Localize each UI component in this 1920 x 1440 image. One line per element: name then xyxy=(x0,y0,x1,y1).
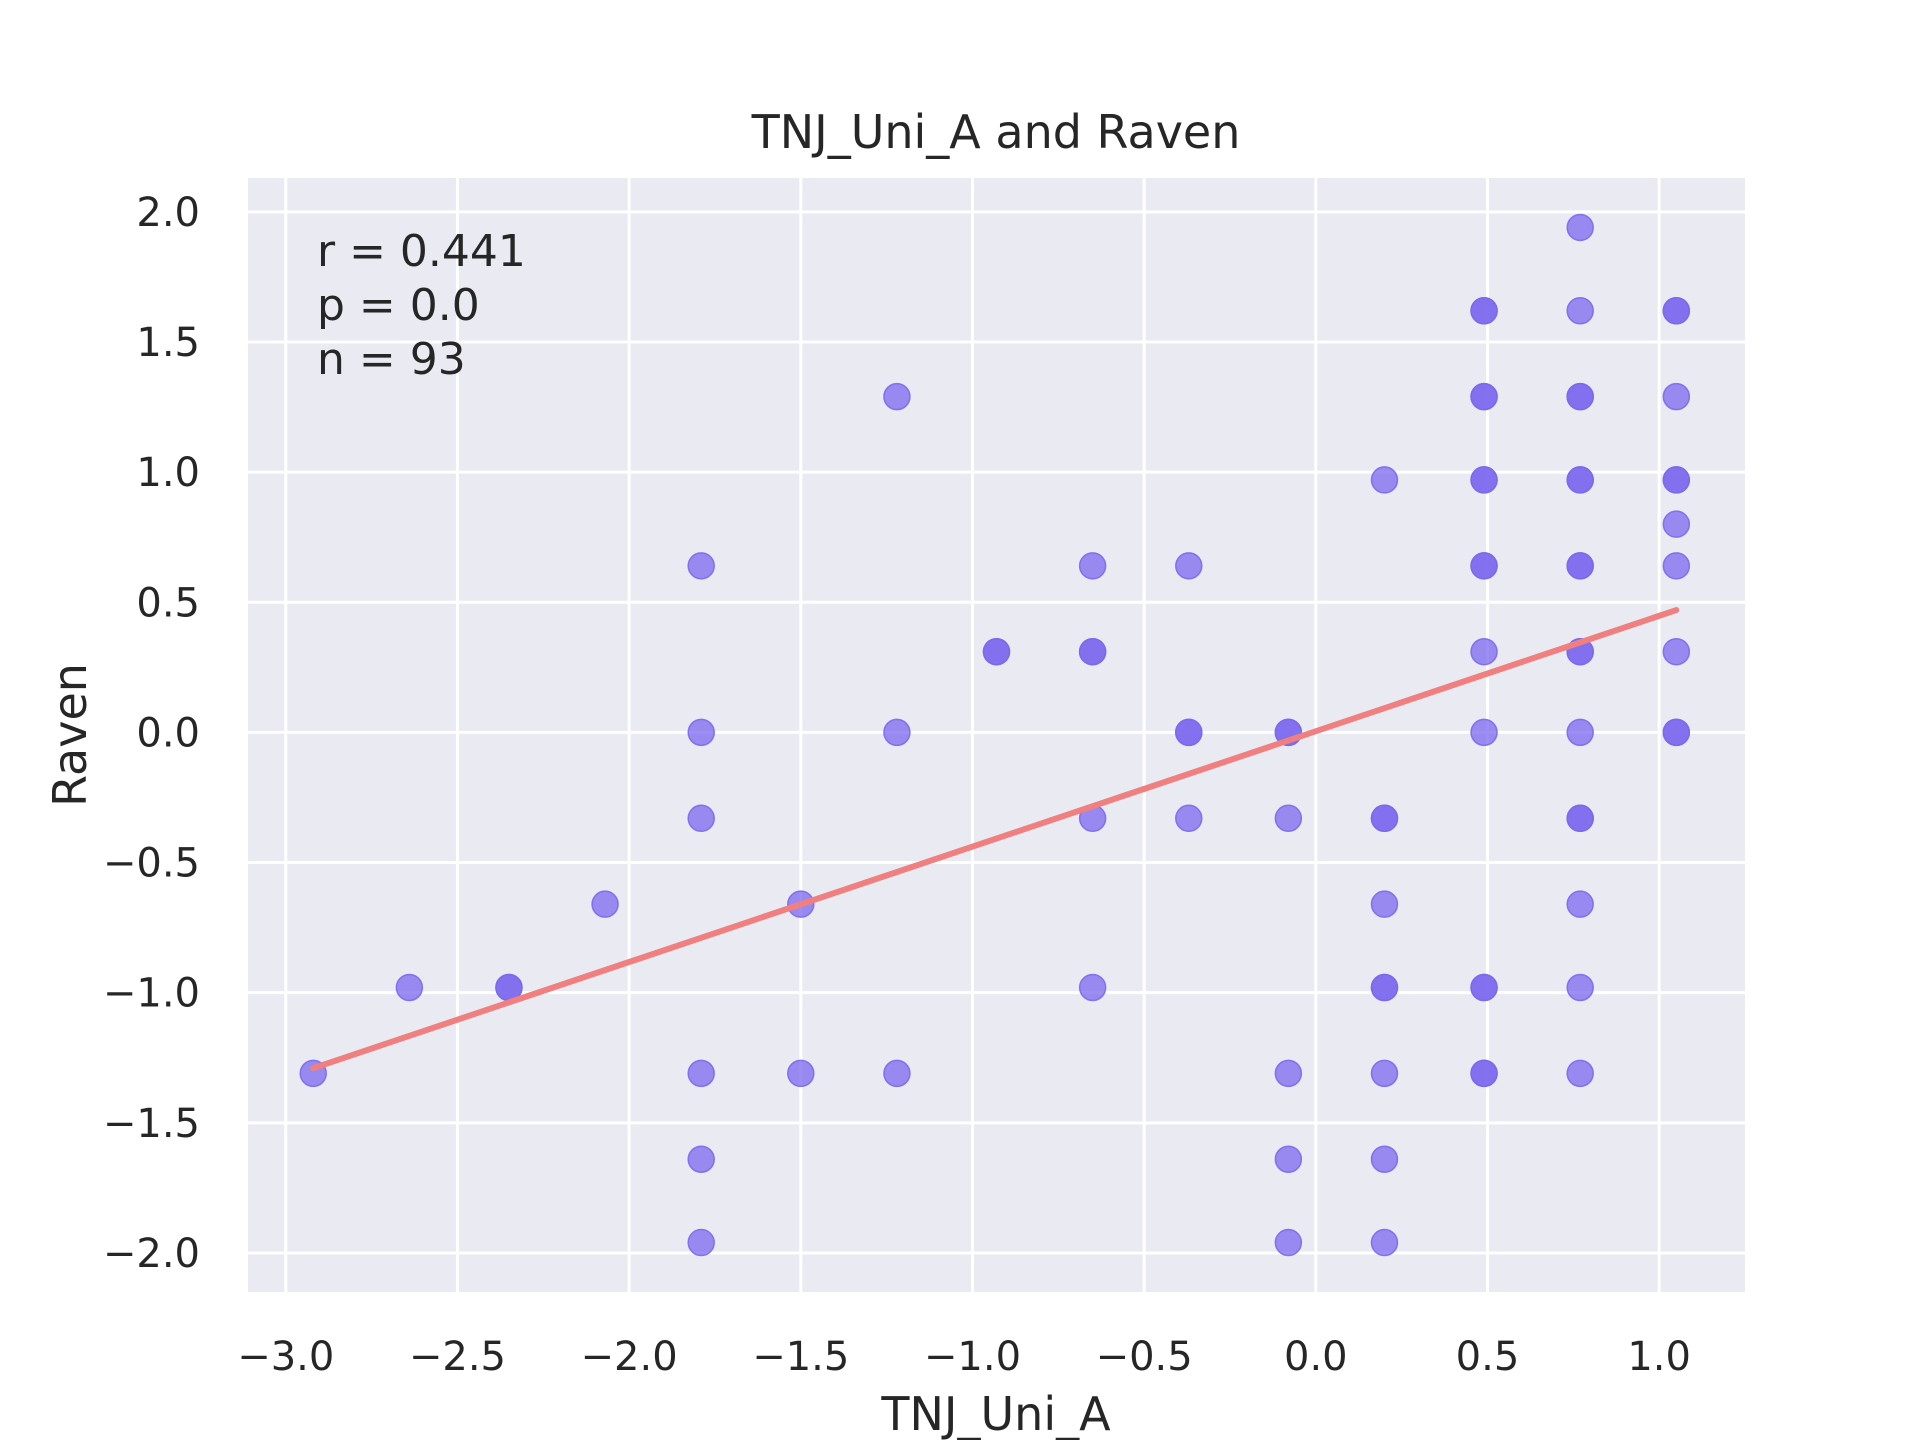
data-point xyxy=(1662,637,1691,666)
data-point xyxy=(1274,1145,1303,1174)
data-point xyxy=(1566,890,1594,918)
data-point xyxy=(883,718,911,747)
x-tick-label: −2.0 xyxy=(581,1334,678,1380)
x-tick-label: 0.5 xyxy=(1456,1334,1520,1380)
y-tick-labels: −2.0 −1.5 −1.0 −0.5 0.0 0.5 1.0 1.5 2.0 xyxy=(103,190,200,1277)
regression-line xyxy=(310,607,1680,1072)
y-tick-label: 0.5 xyxy=(136,580,200,626)
data-point xyxy=(1370,1059,1399,1088)
plot-area xyxy=(248,178,1745,1292)
data-point xyxy=(1566,466,1594,494)
data-point xyxy=(1470,466,1498,494)
data-point xyxy=(1470,637,1498,666)
x-tick-label: 1.0 xyxy=(1627,1334,1691,1380)
data-point xyxy=(687,552,715,580)
data-point xyxy=(1470,718,1498,747)
data-point xyxy=(1566,213,1594,242)
data-point xyxy=(1566,552,1594,580)
stat-r: r = 0.441 xyxy=(317,226,526,277)
data-point xyxy=(1274,804,1303,833)
data-point xyxy=(687,1059,715,1088)
data-point xyxy=(1370,804,1399,833)
data-point xyxy=(982,637,1011,666)
data-point xyxy=(1370,466,1399,494)
data-point xyxy=(1175,552,1203,580)
y-tick-label: −1.5 xyxy=(103,1101,200,1147)
data-point xyxy=(1470,973,1498,1002)
data-point xyxy=(687,804,715,833)
data-point xyxy=(687,1228,715,1257)
x-tick-label: −1.0 xyxy=(924,1334,1021,1380)
data-point xyxy=(1370,890,1399,918)
data-point xyxy=(1470,296,1498,325)
x-tick-label: −3.0 xyxy=(237,1334,334,1380)
data-point xyxy=(1662,510,1691,538)
data-point xyxy=(883,1059,911,1088)
data-point xyxy=(1566,1059,1594,1088)
y-tick-label: 2.0 xyxy=(136,190,200,236)
data-point xyxy=(1662,718,1691,747)
data-point xyxy=(1566,804,1594,833)
data-point xyxy=(787,1059,815,1088)
data-points xyxy=(299,213,1691,1257)
data-point xyxy=(1274,1228,1303,1257)
y-tick-label: 0.0 xyxy=(136,710,200,756)
data-point xyxy=(1078,637,1107,666)
x-axis-label: TNJ_Uni_A xyxy=(880,1387,1111,1440)
data-point xyxy=(1370,973,1399,1002)
data-point xyxy=(1470,552,1498,580)
stat-n: n = 93 xyxy=(317,334,466,385)
data-point xyxy=(883,382,911,411)
data-point xyxy=(1078,973,1107,1002)
chart-title: TNJ_Uni_A and Raven xyxy=(751,105,1241,159)
x-tick-label: −1.5 xyxy=(752,1334,849,1380)
regression-line-layer xyxy=(310,607,1680,1072)
data-point xyxy=(1566,973,1594,1002)
data-point xyxy=(1566,382,1594,411)
y-axis-label: Raven xyxy=(43,663,97,807)
x-tick-labels: −3.0 −2.5 −2.0 −1.5 −1.0 −0.5 0.0 0.5 1.0 xyxy=(237,1334,1691,1380)
x-tick-label: 0.0 xyxy=(1284,1334,1348,1380)
data-point xyxy=(1662,382,1691,411)
grid xyxy=(248,178,1745,1292)
data-point xyxy=(1662,296,1691,325)
data-point xyxy=(687,718,715,747)
data-point xyxy=(1370,1145,1399,1174)
y-tick-label: 1.5 xyxy=(136,320,200,366)
data-point xyxy=(1470,1059,1498,1088)
y-tick-label: 1.0 xyxy=(136,450,200,496)
data-point xyxy=(1175,804,1203,833)
x-tick-label: −0.5 xyxy=(1096,1334,1193,1380)
stats-annotation: r = 0.441 p = 0.0 n = 93 xyxy=(317,226,526,385)
y-tick-label: −0.5 xyxy=(103,841,200,887)
data-point xyxy=(1662,552,1691,580)
data-point xyxy=(1370,1228,1399,1257)
data-point xyxy=(1662,466,1691,494)
data-point xyxy=(1175,718,1203,747)
x-tick-label: −2.5 xyxy=(409,1334,506,1380)
data-point xyxy=(395,973,424,1002)
stat-p: p = 0.0 xyxy=(317,280,480,331)
data-point xyxy=(1078,552,1107,580)
y-tick-label: −2.0 xyxy=(103,1231,200,1277)
data-point xyxy=(1274,1059,1303,1088)
data-point xyxy=(1566,718,1594,747)
y-tick-label: −1.0 xyxy=(103,971,200,1017)
data-point xyxy=(591,890,619,918)
data-point xyxy=(1470,382,1498,411)
data-point xyxy=(687,1145,715,1174)
data-point xyxy=(1566,296,1594,325)
